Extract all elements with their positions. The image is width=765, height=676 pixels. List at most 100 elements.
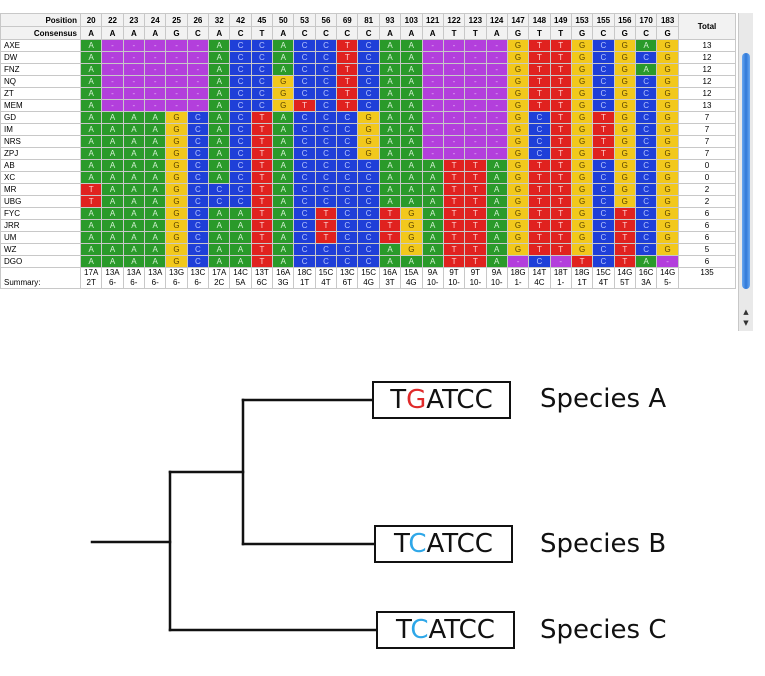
base-cell[interactable]: T — [528, 159, 551, 172]
base-cell[interactable]: - — [485, 63, 508, 76]
base-cell[interactable]: - — [186, 39, 210, 52]
sequence-row[interactable]: MEM A - - - - - A C C G T C T C A A - - - - G T T G C G C G 13 — [0, 99, 736, 112]
base-cell[interactable]: G — [357, 123, 380, 136]
base-cell[interactable]: T — [442, 231, 466, 244]
base-cell[interactable]: T — [549, 183, 572, 196]
base-cell[interactable]: - — [421, 111, 444, 124]
base-cell[interactable]: G — [613, 159, 636, 172]
base-cell[interactable]: C — [293, 231, 316, 244]
base-cell[interactable]: G — [506, 171, 530, 184]
base-cell[interactable]: G — [570, 75, 594, 88]
base-cell[interactable]: C — [229, 123, 252, 136]
base-cell[interactable]: - — [421, 51, 444, 64]
base-cell[interactable]: A — [272, 39, 295, 52]
base-cell[interactable]: G — [165, 123, 188, 136]
base-cell[interactable]: G — [400, 219, 423, 232]
base-cell[interactable]: G — [613, 51, 636, 64]
sequence-row[interactable]: ZT A - - - - - A C C G C C T C A A - - - - G T T G C G C G 12 — [0, 87, 736, 100]
base-cell[interactable]: A — [122, 159, 146, 172]
base-cell[interactable]: T — [549, 207, 572, 220]
base-cell[interactable]: T — [549, 123, 572, 136]
base-cell[interactable]: - — [186, 87, 210, 100]
base-cell[interactable]: A — [122, 123, 146, 136]
base-cell[interactable]: T — [592, 111, 615, 124]
base-cell[interactable]: - — [442, 123, 466, 136]
base-cell[interactable]: G — [272, 87, 295, 100]
base-cell[interactable]: A — [122, 147, 146, 160]
base-cell[interactable]: - — [485, 99, 508, 112]
base-cell[interactable]: C — [186, 207, 210, 220]
base-cell[interactable]: A — [101, 159, 124, 172]
base-cell[interactable]: C — [229, 63, 252, 76]
base-cell[interactable]: A — [101, 147, 124, 160]
base-cell[interactable]: C — [592, 51, 615, 64]
base-cell[interactable]: G — [506, 195, 530, 208]
position-number[interactable]: 122 — [442, 13, 466, 27]
base-cell[interactable]: G — [570, 243, 594, 256]
base-cell[interactable]: C — [186, 231, 210, 244]
base-cell[interactable]: - — [485, 39, 508, 52]
base-cell[interactable]: A — [208, 231, 231, 244]
base-cell[interactable]: A — [229, 219, 252, 232]
base-cell[interactable]: A — [79, 99, 103, 112]
base-cell[interactable]: A — [101, 135, 124, 148]
base-cell[interactable]: A — [272, 207, 295, 220]
base-cell[interactable]: C — [634, 171, 658, 184]
base-cell[interactable]: A — [272, 195, 295, 208]
base-cell[interactable]: G — [656, 171, 679, 184]
base-cell[interactable]: A — [400, 111, 423, 124]
base-cell[interactable]: C — [293, 219, 316, 232]
base-cell[interactable]: A — [378, 135, 402, 148]
base-cell[interactable]: - — [485, 111, 508, 124]
base-cell[interactable]: C — [357, 87, 380, 100]
base-cell[interactable]: A — [79, 147, 103, 160]
base-cell[interactable]: G — [570, 219, 594, 232]
sequence-row[interactable]: DW A - - - - - A C C A C C T C A A - - - - G T T G C G C G 12 — [0, 51, 736, 64]
base-cell[interactable]: G — [165, 243, 188, 256]
base-cell[interactable]: C — [336, 207, 359, 220]
base-cell[interactable]: C — [186, 111, 210, 124]
base-cell[interactable]: A — [378, 243, 402, 256]
base-cell[interactable]: - — [464, 111, 487, 124]
base-cell[interactable]: - — [186, 51, 210, 64]
base-cell[interactable]: A — [208, 207, 231, 220]
base-cell[interactable]: C — [293, 75, 316, 88]
base-cell[interactable]: C — [592, 39, 615, 52]
base-cell[interactable]: C — [186, 243, 210, 256]
base-cell[interactable]: - — [485, 147, 508, 160]
base-cell[interactable]: G — [656, 219, 679, 232]
base-cell[interactable]: G — [506, 183, 530, 196]
base-cell[interactable]: C — [229, 99, 252, 112]
base-cell[interactable]: - — [101, 51, 124, 64]
base-cell[interactable]: T — [314, 219, 338, 232]
base-cell[interactable]: C — [336, 255, 359, 268]
base-cell[interactable]: C — [592, 219, 615, 232]
base-cell[interactable]: A — [421, 219, 444, 232]
base-cell[interactable]: G — [506, 219, 530, 232]
base-cell[interactable]: A — [122, 183, 146, 196]
base-cell[interactable]: - — [101, 99, 124, 112]
base-cell[interactable]: - — [442, 63, 466, 76]
position-number[interactable]: 155 — [592, 13, 615, 27]
base-cell[interactable]: A — [208, 159, 231, 172]
base-cell[interactable]: T — [549, 159, 572, 172]
base-cell[interactable]: A — [421, 231, 444, 244]
base-cell[interactable]: A — [101, 195, 124, 208]
base-cell[interactable]: A — [272, 147, 295, 160]
base-cell[interactable]: A — [144, 195, 167, 208]
base-cell[interactable]: T — [528, 39, 551, 52]
base-cell[interactable]: T — [250, 135, 274, 148]
base-cell[interactable]: C — [293, 159, 316, 172]
base-cell[interactable]: G — [506, 111, 530, 124]
base-cell[interactable]: A — [79, 75, 103, 88]
base-cell[interactable]: G — [506, 51, 530, 64]
base-cell[interactable]: C — [336, 123, 359, 136]
base-cell[interactable]: T — [464, 243, 487, 256]
base-cell[interactable]: C — [229, 51, 252, 64]
base-cell[interactable]: G — [570, 207, 594, 220]
base-cell[interactable]: C — [186, 195, 210, 208]
base-cell[interactable]: C — [314, 111, 338, 124]
base-cell[interactable]: A — [144, 147, 167, 160]
base-cell[interactable]: C — [314, 147, 338, 160]
vertical-scrollbar[interactable]: ▲ ▼ — [738, 13, 753, 331]
